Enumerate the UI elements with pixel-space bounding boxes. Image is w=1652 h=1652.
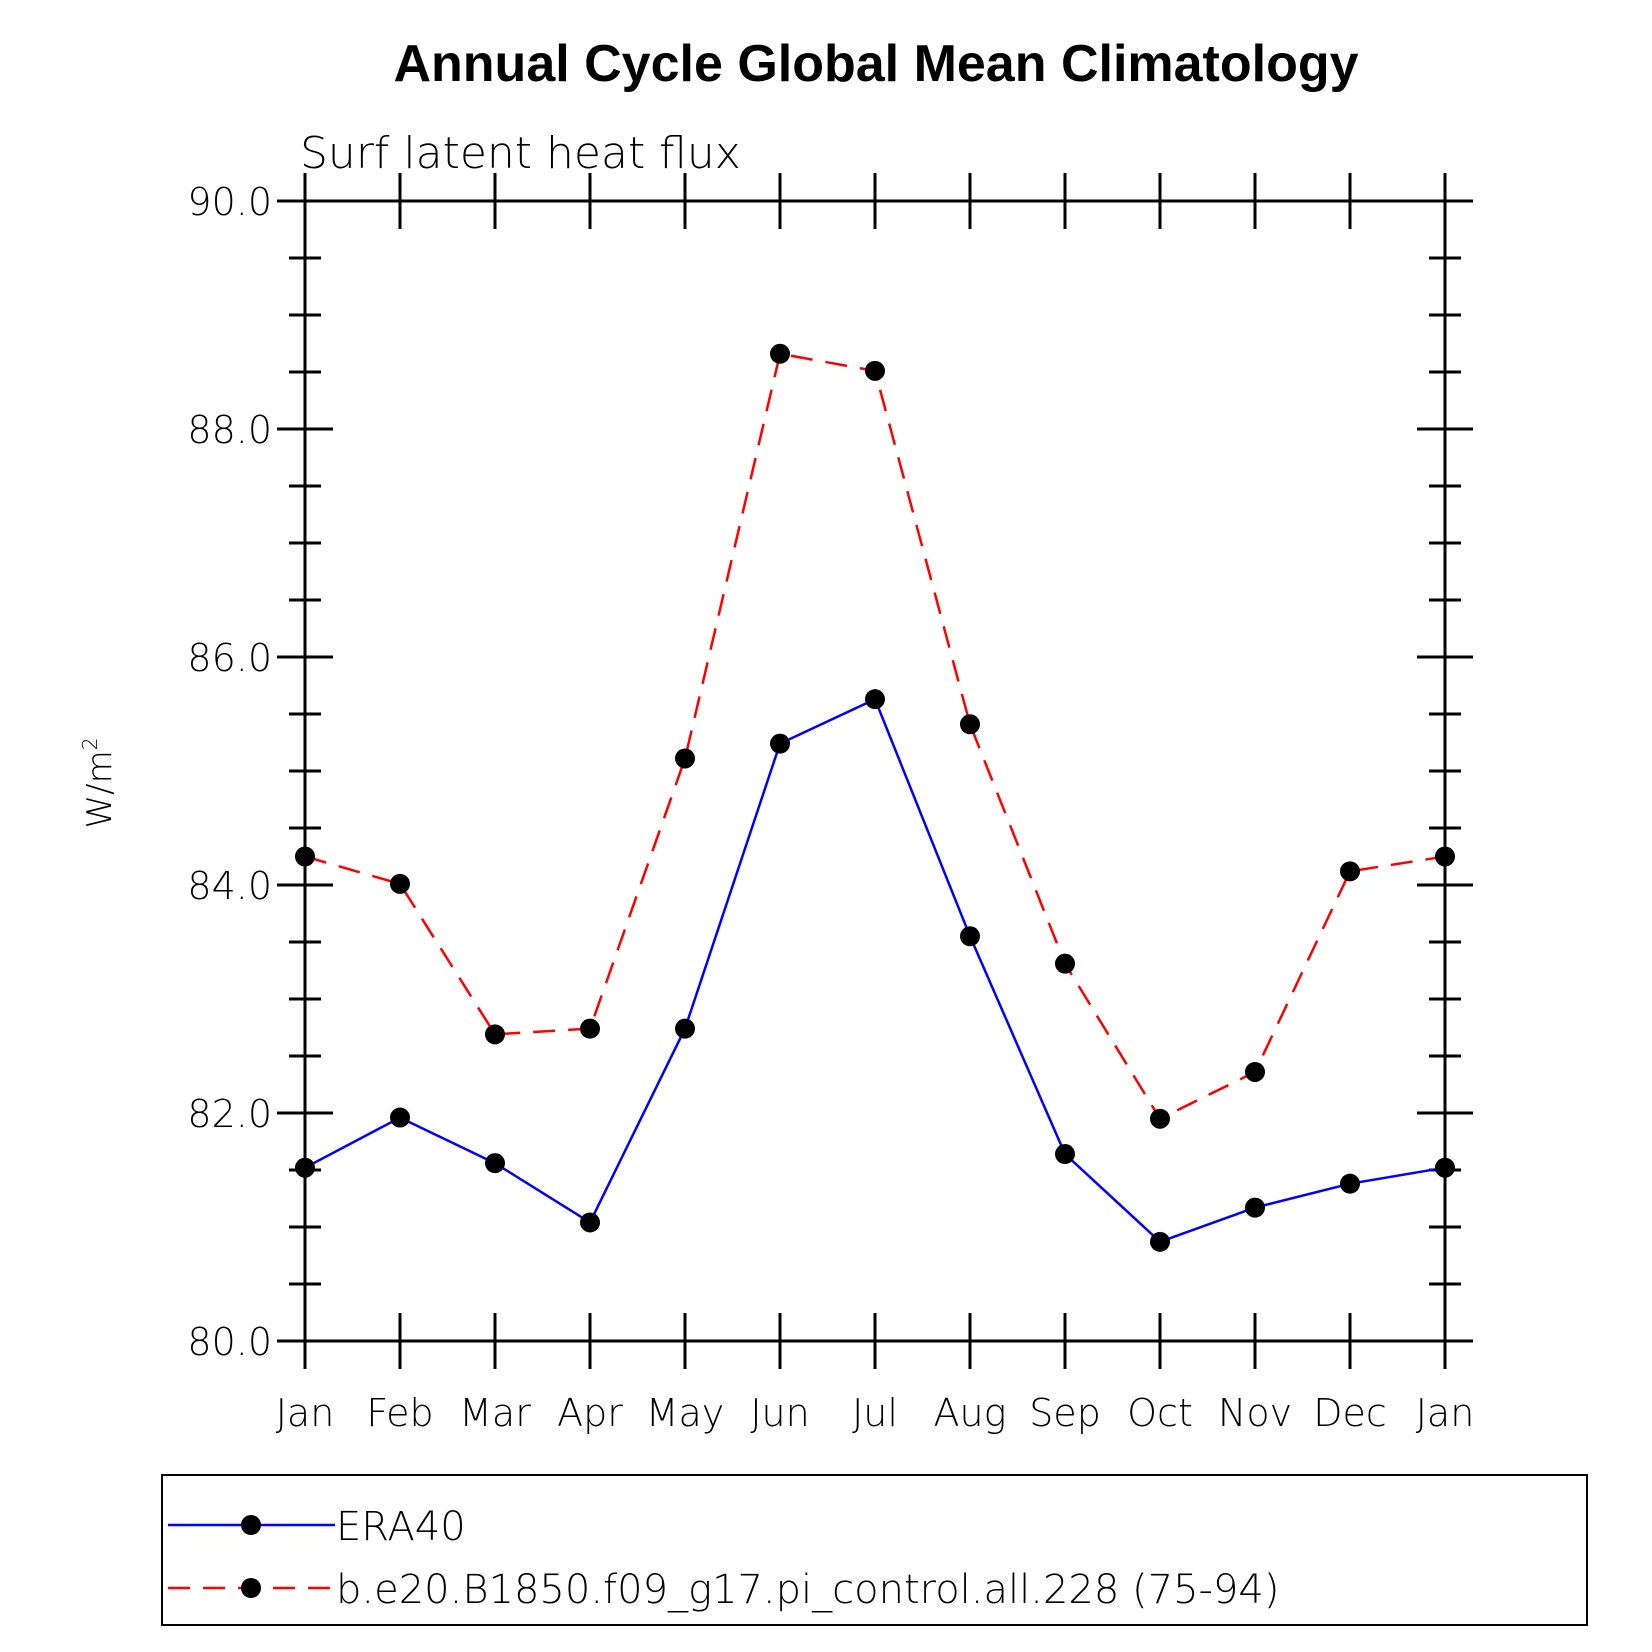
axis-ticks <box>277 173 1473 1369</box>
x-tick-label: Aug <box>934 1391 1007 1435</box>
x-tick-label: Dec <box>1313 1391 1387 1435</box>
series-line-1 <box>304 697 1446 1244</box>
x-tick-label: Feb <box>366 1391 433 1435</box>
legend-marker-1 <box>241 1515 261 1535</box>
y-tick-label: 84.0 <box>187 864 272 908</box>
legend-label-1: ERA40 <box>336 1504 466 1550</box>
series-2-point <box>675 748 695 769</box>
series-2-point <box>485 1024 505 1045</box>
x-tick-label: Jan <box>1416 1391 1475 1435</box>
x-tick-label: Apr <box>557 1391 623 1435</box>
series-1-point <box>485 1153 505 1174</box>
series-1-point <box>770 733 790 754</box>
series-2-point <box>960 714 980 735</box>
series-1-point <box>1340 1173 1360 1194</box>
legend-label-2: b.e20.B1850.f09_g17.pi_control.all.228 (… <box>336 1567 1279 1613</box>
series-1-point <box>1055 1144 1075 1165</box>
series-markers <box>295 343 1455 1252</box>
series-2-point <box>1245 1061 1265 1082</box>
x-tick-label: Nov <box>1218 1391 1292 1435</box>
series-1-point <box>580 1212 600 1233</box>
series-2-point <box>865 360 885 381</box>
legend: ERA40 b.e20.B1850.f09_g17.pi_control.all.… <box>161 1474 1588 1626</box>
series-2-point <box>580 1018 600 1039</box>
y-tick-label: 88.0 <box>187 408 272 452</box>
y-tick-label: 86.0 <box>187 636 272 680</box>
series-2-point <box>1435 846 1455 867</box>
series-lines <box>304 352 1446 1244</box>
y-axis-label-unit: W/m <box>80 750 120 828</box>
x-tick-label: Jul <box>852 1391 898 1435</box>
series-1-point <box>1435 1157 1455 1178</box>
y-axis-label: W/m2 <box>78 738 120 829</box>
chart-subtitle: Surf latent heat flux <box>300 128 741 179</box>
y-tick-label: 80.0 <box>187 1320 272 1364</box>
series-1-point <box>295 1157 315 1178</box>
series-2-point <box>295 846 315 867</box>
series-1-point <box>1245 1197 1265 1218</box>
tick-labels: Jan Feb Mar Apr May Jun Jul Aug Sep Oct Nov Dec Jan8… <box>187 180 1474 1435</box>
series-line-2 <box>304 352 1446 1121</box>
series-1-point <box>960 926 980 947</box>
series-1-point <box>1150 1231 1170 1252</box>
chart-title: Annual Cycle Global Mean Climatology <box>393 35 1358 93</box>
series-1-point <box>865 689 885 710</box>
series-2-point <box>390 873 410 894</box>
series-1-point <box>390 1107 410 1128</box>
legend-box <box>161 1474 1588 1626</box>
y-axis-label-superscript: 2 <box>78 738 102 751</box>
legend-items: ERA40 b.e20.B1850.f09_g17.pi_control.all.… <box>168 1504 1279 1613</box>
x-tick-label: Sep <box>1029 1391 1101 1435</box>
x-tick-label: Oct <box>1127 1391 1193 1435</box>
series-2-point <box>1150 1108 1170 1129</box>
series-1-point <box>675 1018 695 1039</box>
x-tick-label: Mar <box>459 1391 531 1435</box>
y-tick-label: 90.0 <box>187 180 272 224</box>
legend-marker-2 <box>241 1578 261 1598</box>
x-tick-label: May <box>646 1391 725 1435</box>
series-2-point <box>770 343 790 364</box>
series-2-point <box>1055 953 1075 974</box>
series-2-point <box>1340 861 1360 882</box>
y-tick-label: 82.0 <box>187 1092 272 1136</box>
x-tick-label: Jan <box>276 1391 335 1435</box>
x-tick-label: Jun <box>750 1391 809 1435</box>
